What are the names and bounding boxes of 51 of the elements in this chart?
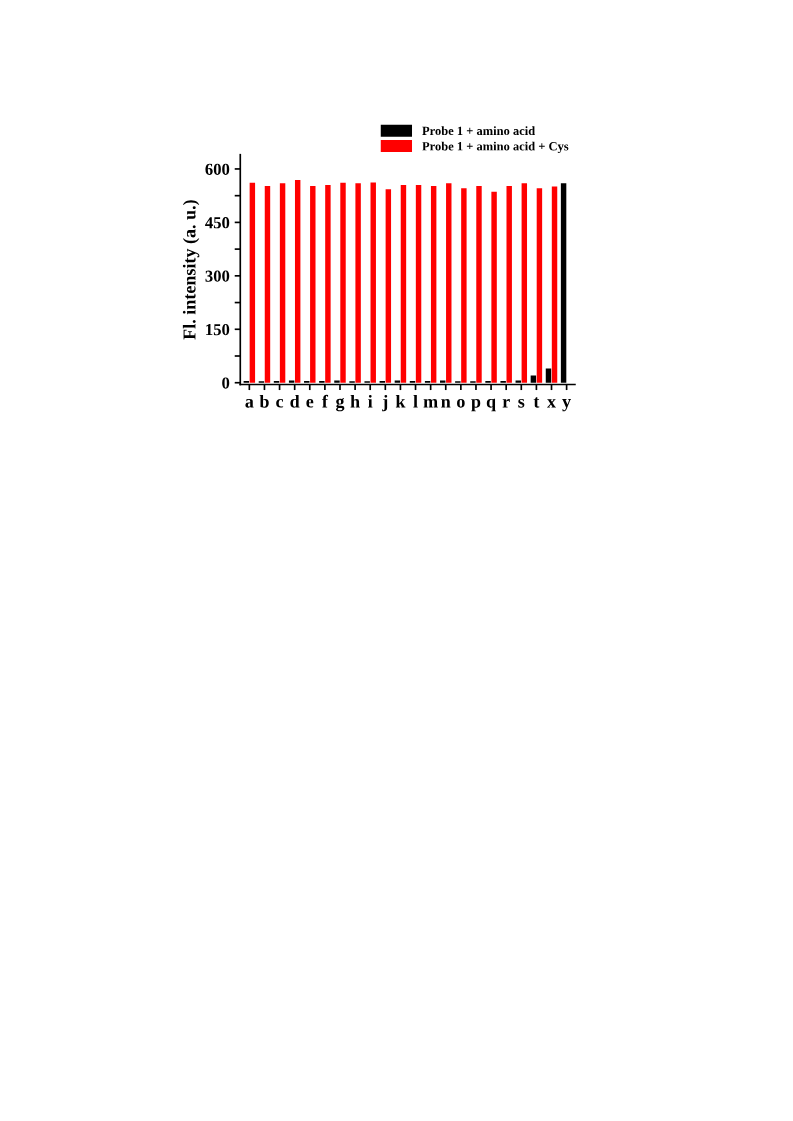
x-tick-label: b xyxy=(259,394,269,408)
x-tick-label: y xyxy=(562,399,571,412)
bar xyxy=(536,188,543,383)
bar xyxy=(385,189,392,383)
y-tick-label: 450 xyxy=(205,217,230,229)
bar xyxy=(249,182,256,383)
bar xyxy=(506,186,512,383)
bar xyxy=(461,188,467,383)
x-tick-label: f xyxy=(322,394,329,408)
bar xyxy=(325,184,331,383)
x-tick-label: p xyxy=(471,398,481,412)
x-tick-label: a xyxy=(245,398,254,408)
bar xyxy=(340,182,346,383)
y-tick-label: 300 xyxy=(205,270,230,282)
x-tick-label: s xyxy=(518,398,525,408)
x-tick-label: j xyxy=(382,394,388,412)
bar xyxy=(430,186,437,383)
bar xyxy=(415,184,422,383)
bar xyxy=(310,186,316,383)
y-tick-label: 0 xyxy=(222,377,230,389)
bar xyxy=(551,186,558,383)
x-tick-label: t xyxy=(533,397,540,408)
x-tick-label: h xyxy=(350,394,360,408)
bar xyxy=(264,186,271,383)
bar xyxy=(521,183,528,383)
x-tick-label: r xyxy=(502,398,510,408)
bar xyxy=(446,183,452,383)
x-tick-label: l xyxy=(413,394,418,408)
x-tick-label: x xyxy=(547,399,556,408)
bar xyxy=(400,184,407,383)
bar xyxy=(355,183,361,383)
bar xyxy=(294,179,301,383)
bar xyxy=(370,182,376,383)
legend-label: Probe 1 + amino acid + Cys xyxy=(422,141,569,154)
x-tick-label: n xyxy=(441,398,451,408)
y-tick-label: 600 xyxy=(205,163,230,175)
x-tick-label: m xyxy=(423,398,438,408)
x-tick-label: g xyxy=(335,398,345,412)
bar xyxy=(279,183,286,383)
x-tick-label: d xyxy=(290,394,300,408)
legend-label: Probe 1 + amino acid xyxy=(422,126,536,136)
x-tick-label: k xyxy=(395,394,406,408)
x-tick-label: i xyxy=(368,394,373,408)
x-tick-label: q xyxy=(486,398,496,412)
x-tick-label: o xyxy=(457,398,465,408)
x-tick-label: e xyxy=(306,398,314,408)
bar xyxy=(491,191,497,383)
x-tick-label: c xyxy=(276,398,284,408)
bar xyxy=(476,186,482,383)
y-tick-label: 150 xyxy=(206,323,230,336)
y-axis-title: Fl. intensity (a. u.) xyxy=(182,200,200,340)
